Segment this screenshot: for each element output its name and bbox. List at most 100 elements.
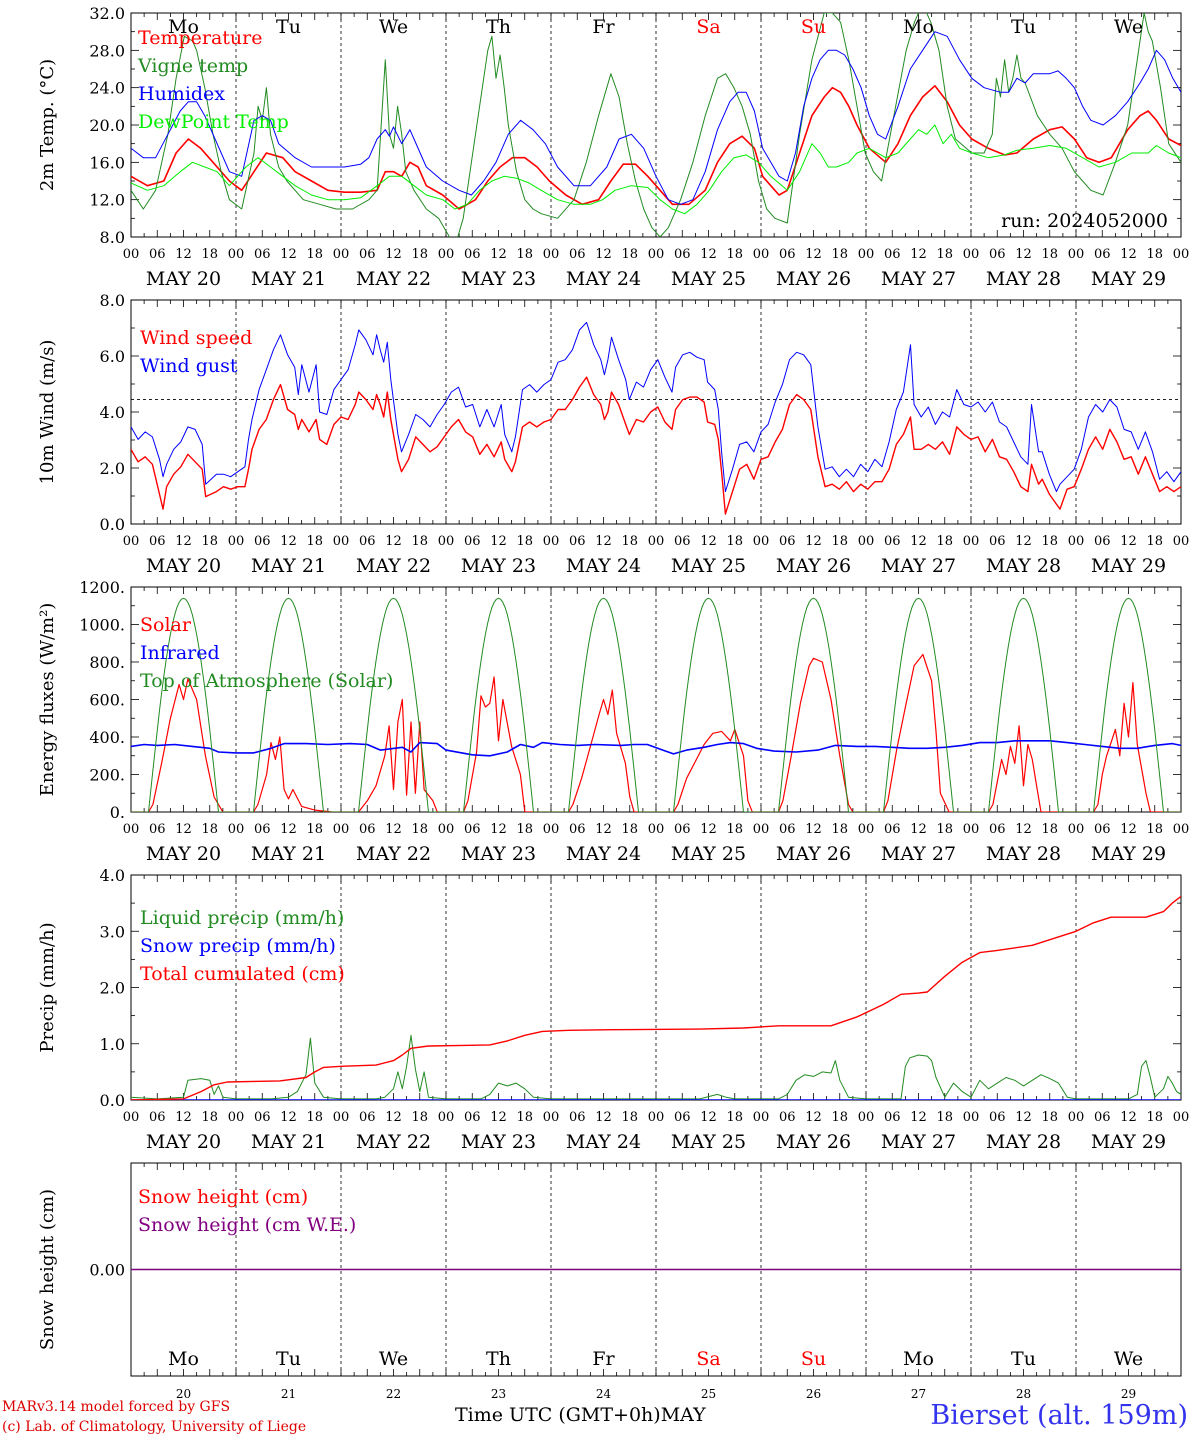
hour-tick-label: 12 [175,1110,192,1125]
y-tick-label: 200. [89,766,125,785]
station-label: Bierset (alt. 159m) [930,1400,1188,1431]
hour-tick-label: 00 [1068,1110,1085,1125]
hour-tick-label: 06 [779,1110,796,1125]
hour-tick-label: 00 [858,247,875,262]
y-tick-label: 8.0 [100,228,125,247]
series-liquid-precip-mm-h- [131,1034,1181,1100]
credit-line-2: (c) Lab. of Climatology, University of L… [2,1419,307,1435]
date-label: MAY 29 [1091,1131,1166,1153]
hour-tick-label: 06 [149,822,166,837]
series-wind-speed [131,376,1181,515]
hour-tick-label: 06 [149,534,166,549]
y-tick-label: 8.0 [100,291,125,310]
date-label: MAY 20 [146,268,221,290]
weekday-label: Th [486,16,511,38]
date-label: MAY 26 [776,555,851,577]
date-label: MAY 24 [566,843,641,865]
date-label: MAY 22 [356,843,431,865]
hour-tick-label: 00 [753,534,770,549]
hour-tick-label: 12 [280,247,297,262]
hour-tick-label: 00 [228,822,245,837]
hour-tick-label: 12 [1120,1110,1137,1125]
hour-tick-label: 18 [831,534,848,549]
date-label: MAY 24 [566,1131,641,1153]
weekday-label: We [379,1348,408,1370]
day-number-label: 20 [176,1387,191,1401]
y-axis-label: Energy fluxes (W/m²) [37,603,58,797]
date-label: MAY 24 [566,268,641,290]
hour-tick-label: 00 [438,247,455,262]
hour-tick-label: 06 [359,247,376,262]
hour-tick-label: 06 [674,1110,691,1125]
date-label: MAY 24 [566,555,641,577]
hour-tick-label: 18 [411,534,428,549]
date-label: MAY 21 [251,268,326,290]
y-tick-label: 2.0 [100,979,125,998]
weekday-label: Sa [696,1348,720,1370]
hour-tick-label: 12 [805,247,822,262]
date-label: MAY 23 [461,555,536,577]
date-label: MAY 26 [776,268,851,290]
y-axis-label: 2m Temp. (°C) [37,59,58,191]
legend-entry: Temperature [138,27,262,49]
hour-tick-label: 00 [858,822,875,837]
date-label: MAY 20 [146,843,221,865]
hour-tick-label: 18 [516,822,533,837]
weekday-label: Tu [276,16,301,38]
hour-tick-label: 18 [831,1110,848,1125]
panel-4: 0.0 1.0 2.0 3.0 4.0 Precip (mm/h) Liquid preci… [37,866,1189,1153]
hour-tick-label: 00 [438,534,455,549]
hour-tick-label: 18 [1041,822,1058,837]
hour-tick-label: 06 [359,1110,376,1125]
y-tick-label: 4.0 [100,866,125,885]
hour-tick-label: 00 [1173,247,1190,262]
day-number-label: 29 [1121,1387,1136,1401]
hour-tick-label: 06 [674,822,691,837]
hour-tick-label: 06 [359,822,376,837]
legend-entry: Snow height (cm) [138,1186,308,1208]
hour-tick-label: 12 [385,247,402,262]
weekday-label: We [1114,16,1143,38]
hour-tick-label: 00 [963,247,980,262]
series-humidex [131,31,1181,205]
hour-tick-label: 00 [648,1110,665,1125]
y-axis-label: 10m Wind (m/s) [37,340,58,485]
date-label: MAY 20 [146,1131,221,1153]
hour-tick-label: 00 [228,1110,245,1125]
hour-tick-label: 12 [1015,534,1032,549]
hour-tick-label: 00 [123,1110,140,1125]
hour-tick-label: 00 [333,247,350,262]
hour-tick-label: 06 [779,822,796,837]
hour-tick-label: 00 [438,822,455,837]
day-number-label: 27 [911,1387,926,1401]
hour-tick-label: 00 [438,1110,455,1125]
hour-tick-label: 18 [1041,1110,1058,1125]
hour-tick-label: 12 [280,534,297,549]
hour-tick-label: 18 [516,1110,533,1125]
hour-tick-label: 12 [490,822,507,837]
hour-tick-label: 12 [490,534,507,549]
hour-tick-label: 06 [569,1110,586,1125]
date-label: MAY 28 [986,843,1061,865]
hour-tick-label: 18 [1146,534,1163,549]
hour-tick-label: 18 [621,1110,638,1125]
legend-entry: Humidex [138,83,225,105]
hour-tick-label: 06 [464,534,481,549]
hour-tick-label: 00 [1068,247,1085,262]
hour-tick-label: 12 [910,534,927,549]
y-tick-label: 16.0 [89,153,125,172]
hour-tick-label: 06 [254,247,271,262]
date-label: MAY 27 [881,268,956,290]
hour-tick-label: 00 [333,534,350,549]
hour-tick-label: 00 [1173,534,1190,549]
hour-tick-label: 12 [1120,822,1137,837]
hour-tick-label: 06 [884,822,901,837]
hour-tick-label: 12 [1015,822,1032,837]
hour-tick-label: 06 [569,534,586,549]
series-total-cumulated-cm- [131,895,1181,1100]
legend-entry: DewPoint Temp [138,111,289,133]
date-label: MAY 22 [356,555,431,577]
hour-tick-label: 18 [201,534,218,549]
hour-tick-label: 06 [989,534,1006,549]
hour-tick-label: 00 [1068,822,1085,837]
